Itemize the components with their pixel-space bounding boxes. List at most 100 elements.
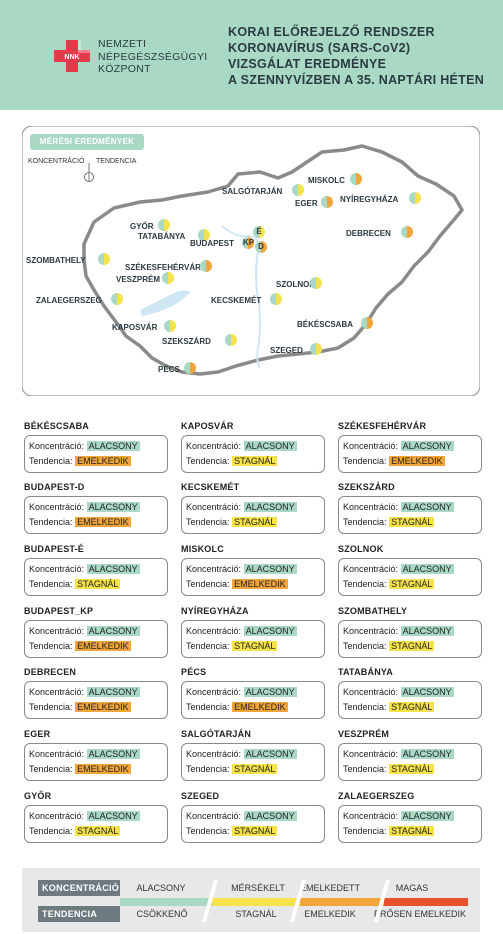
station-result-box: Koncentráció: ALACSONY Tendencia: STAGNÁL: [181, 805, 325, 843]
trend-value: STAGNÁL: [389, 764, 435, 774]
concentration-label: Koncentráció:: [29, 502, 85, 512]
station-card: EGER Koncentráció: ALACSONY Tendencia: EME…: [24, 729, 168, 781]
station-name: KAPOSVÁR: [181, 421, 234, 431]
concentration-row: Koncentráció: ALACSONY: [343, 747, 477, 762]
city-label-zalaegerszeg: ZALAEGERSZEG: [36, 296, 102, 305]
trend-row: Tendencia: STAGNÁL: [186, 454, 320, 469]
trend-value: STAGNÁL: [75, 826, 121, 836]
concentration-label: Koncentráció:: [29, 564, 85, 574]
city-label-salgotarjan: SALGÓTARJÁN: [222, 187, 283, 196]
station-name: SZEGED: [181, 791, 220, 801]
concentration-row: Koncentráció: ALACSONY: [343, 685, 477, 700]
concentration-value: ALACSONY: [86, 687, 140, 697]
station-card: GYŐR Koncentráció: ALACSONY Tendencia: STA…: [24, 791, 168, 843]
station-card: TATABÁNYA Koncentráció: ALACSONY Tendencia…: [338, 667, 482, 719]
trend-label: Tendencia:: [343, 456, 387, 466]
trend-value: STAGNÁL: [232, 826, 278, 836]
title-line: VIZSGÁLAT EREDMÉNYE: [228, 57, 387, 71]
city-marker-gyor: [158, 219, 170, 231]
station-card: SZOMBATHELY Koncentráció: ALACSONY Tendenc…: [338, 606, 482, 658]
trend-value: EMELKEDIK: [75, 702, 131, 712]
concentration-value: ALACSONY: [86, 564, 140, 574]
trend-row: Tendencia: EMELKEDIK: [29, 515, 163, 530]
city-marker-kaposvar: [164, 320, 176, 332]
danube-river: [221, 225, 261, 369]
concentration-row: Koncentráció: ALACSONY: [29, 624, 163, 639]
city-label-veszprem: VESZPRÉM: [116, 275, 161, 284]
trend-label: Tendencia:: [29, 517, 73, 527]
concentration-value: ALACSONY: [400, 811, 454, 821]
trend-row: Tendencia: STAGNÁL: [343, 515, 477, 530]
city-label-miskolc: MISKOLC: [308, 176, 345, 185]
trend-row: Tendencia: STAGNÁL: [186, 762, 320, 777]
city-marker-bekescsaba: [361, 317, 373, 329]
concentration-row: Koncentráció: ALACSONY: [343, 562, 477, 577]
station-result-box: Koncentráció: ALACSONY Tendencia: STAGNÁL: [181, 620, 325, 658]
station-card: SZEGED Koncentráció: ALACSONY Tendencia: S…: [181, 791, 325, 843]
concentration-value: ALACSONY: [400, 441, 454, 451]
legend-bar-orange: [300, 898, 384, 906]
station-name: BUDAPEST-É: [24, 544, 85, 554]
trend-label: Tendencia:: [343, 641, 387, 651]
map-legend-trend: TENDENCIA: [96, 158, 137, 165]
station-card: PÉCS Koncentráció: ALACSONY Tendencia: EME…: [181, 667, 325, 719]
map-legend-symbol-icon: [84, 163, 94, 182]
concentration-label: Koncentráció:: [186, 564, 242, 574]
org-line: NÉPEGÉSZSÉGÜGYI: [98, 50, 208, 63]
trend-value: STAGNÁL: [232, 641, 278, 651]
balaton-lake: [140, 290, 190, 316]
concentration-row: Koncentráció: ALACSONY: [29, 439, 163, 454]
trend-label: Tendencia:: [186, 702, 230, 712]
title-line: KORAI ELŐREJELZŐ RENDSZER: [228, 25, 435, 39]
station-result-box: Koncentráció: ALACSONY Tendencia: STAGNÁL: [338, 620, 482, 658]
station-name: BUDAPEST_KP: [24, 606, 94, 616]
city-marker-szeged: [310, 343, 322, 355]
station-result-box: Koncentráció: ALACSONY Tendencia: STAGNÁL: [24, 558, 168, 596]
city-label-pecs: PÉCS: [158, 365, 180, 374]
legend-level-moderate: MÉRSÉKELT: [231, 883, 285, 893]
city-marker-salgotarjan: [292, 184, 304, 196]
trend-label: Tendencia:: [29, 456, 73, 466]
concentration-row: Koncentráció: ALACSONY: [186, 439, 320, 454]
concentration-label: Koncentráció:: [343, 687, 399, 697]
concentration-label: Koncentráció:: [343, 441, 399, 451]
trend-row: Tendencia: EMELKEDIK: [343, 454, 477, 469]
legend-concentration-label: KONCENTRÁCIÓ: [38, 880, 120, 896]
trend-value: EMELKEDIK: [232, 579, 288, 589]
station-card: BUDAPEST-D Koncentráció: ALACSONY Tendenci…: [24, 482, 168, 534]
trend-label: Tendencia:: [186, 826, 230, 836]
trend-label: Tendencia:: [343, 702, 387, 712]
concentration-row: Koncentráció: ALACSONY: [186, 809, 320, 824]
concentration-row: Koncentráció: ALACSONY: [186, 562, 320, 577]
trend-label: Tendencia:: [29, 826, 73, 836]
concentration-label: Koncentráció:: [343, 626, 399, 636]
budapest-marker-label: KP: [243, 238, 255, 247]
concentration-row: Koncentráció: ALACSONY: [29, 809, 163, 824]
trend-row: Tendencia: STAGNÁL: [343, 824, 477, 839]
station-name: SALGÓTARJÁN: [181, 729, 252, 739]
city-label-budapest: BUDAPEST: [190, 239, 235, 248]
concentration-label: Koncentráció:: [186, 441, 242, 451]
station-card: SALGÓTARJÁN Koncentráció: ALACSONY Tendenc…: [181, 729, 325, 781]
station-card: KECSKEMÉT Koncentráció: ALACSONY Tendencia…: [181, 482, 325, 534]
legend-trend-label: TENDENCIA: [38, 906, 120, 922]
station-result-box: Koncentráció: ALACSONY Tendencia: EMELKED…: [338, 435, 482, 473]
concentration-value: ALACSONY: [243, 749, 297, 759]
station-result-box: Koncentráció: ALACSONY Tendencia: STAGNÁL: [338, 805, 482, 843]
city-marker-zalaegerszeg: [111, 293, 123, 305]
station-name: PÉCS: [181, 667, 207, 677]
concentration-value: ALACSONY: [243, 626, 297, 636]
city-marker-nyiregyhaza: [409, 192, 421, 204]
city-marker-kecskemet: [270, 293, 282, 305]
station-name: KECSKEMÉT: [181, 482, 240, 492]
trend-label: Tendencia:: [343, 826, 387, 836]
concentration-row: Koncentráció: ALACSONY: [29, 685, 163, 700]
city-marker-szolnok: [310, 277, 322, 289]
trend-row: Tendencia: EMELKEDIK: [29, 762, 163, 777]
concentration-label: Koncentráció:: [29, 811, 85, 821]
city-label-gyor: GYŐR: [130, 222, 154, 231]
city-marker-szekszard: [225, 334, 237, 346]
station-name: BÉKÉSCSABA: [24, 421, 90, 431]
legend-level-low: ALACSONY: [136, 883, 186, 893]
title-line: KORONAVÍRUS (SARS-CoV2): [228, 41, 411, 55]
